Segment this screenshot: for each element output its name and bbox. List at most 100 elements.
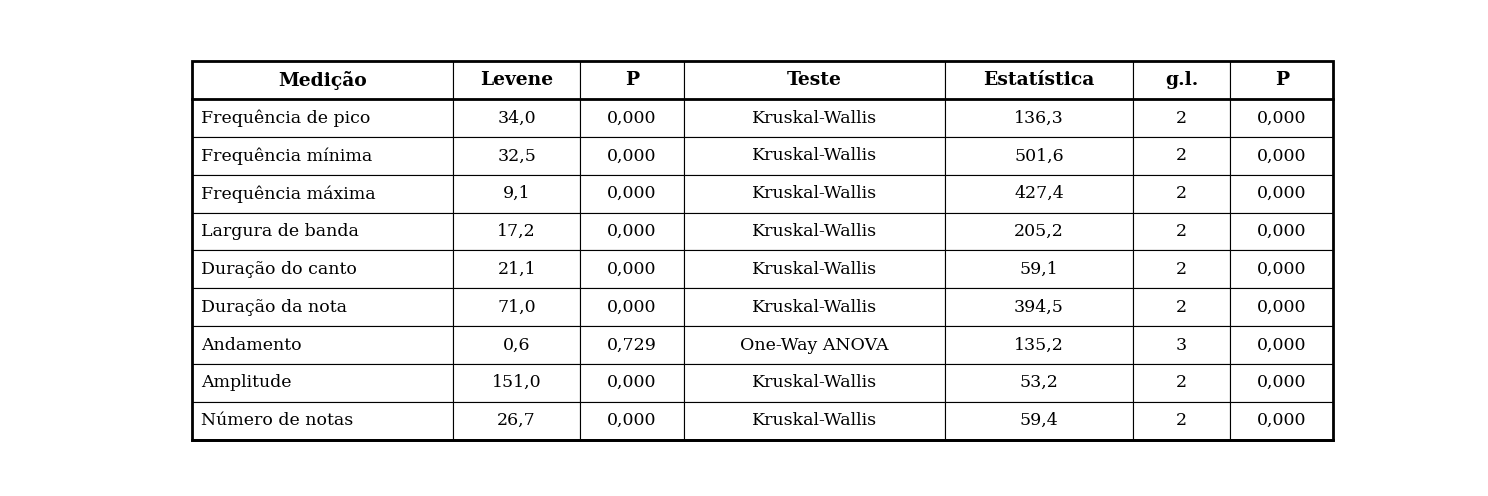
Text: Amplitude: Amplitude bbox=[201, 374, 292, 391]
Text: Kruskal-Wallis: Kruskal-Wallis bbox=[751, 186, 876, 202]
Bar bbox=[945, 137, 1132, 175]
Text: 34,0: 34,0 bbox=[497, 110, 536, 126]
Bar bbox=[452, 62, 580, 99]
Text: 0,6: 0,6 bbox=[503, 336, 530, 354]
Text: 59,4: 59,4 bbox=[1019, 412, 1058, 429]
Text: 2: 2 bbox=[1176, 110, 1187, 126]
Bar bbox=[1132, 99, 1231, 137]
Text: 0,000: 0,000 bbox=[607, 374, 656, 391]
Text: Andamento: Andamento bbox=[201, 336, 302, 354]
Bar bbox=[192, 137, 452, 175]
Bar bbox=[192, 62, 452, 99]
Bar bbox=[580, 250, 683, 288]
Bar bbox=[1231, 213, 1333, 250]
Text: 0,000: 0,000 bbox=[1257, 261, 1306, 278]
Text: 2: 2 bbox=[1176, 147, 1187, 165]
Text: 0,000: 0,000 bbox=[1257, 336, 1306, 354]
Bar bbox=[580, 175, 683, 213]
Bar bbox=[580, 99, 683, 137]
Bar bbox=[580, 62, 683, 99]
Bar bbox=[452, 99, 580, 137]
Text: Levene: Levene bbox=[481, 71, 554, 89]
Text: 0,000: 0,000 bbox=[607, 223, 656, 240]
Text: Duração da nota: Duração da nota bbox=[201, 299, 347, 315]
Bar bbox=[1231, 175, 1333, 213]
Bar bbox=[192, 402, 452, 439]
Text: 17,2: 17,2 bbox=[497, 223, 536, 240]
Text: Duração do canto: Duração do canto bbox=[201, 261, 357, 278]
Bar bbox=[452, 402, 580, 439]
Text: One-Way ANOVA: One-Way ANOVA bbox=[740, 336, 888, 354]
Bar bbox=[1231, 62, 1333, 99]
Bar bbox=[1132, 62, 1231, 99]
Bar bbox=[683, 364, 945, 402]
Text: Kruskal-Wallis: Kruskal-Wallis bbox=[751, 374, 876, 391]
Bar bbox=[1132, 213, 1231, 250]
Text: 0,000: 0,000 bbox=[607, 299, 656, 315]
Text: 21,1: 21,1 bbox=[497, 261, 536, 278]
Bar bbox=[580, 326, 683, 364]
Text: 136,3: 136,3 bbox=[1013, 110, 1064, 126]
Bar bbox=[945, 326, 1132, 364]
Bar bbox=[452, 364, 580, 402]
Text: 394,5: 394,5 bbox=[1013, 299, 1064, 315]
Text: 3: 3 bbox=[1176, 336, 1187, 354]
Bar bbox=[192, 288, 452, 326]
Text: Kruskal-Wallis: Kruskal-Wallis bbox=[751, 147, 876, 165]
Bar bbox=[1132, 364, 1231, 402]
Bar bbox=[945, 402, 1132, 439]
Bar bbox=[192, 250, 452, 288]
Text: 0,000: 0,000 bbox=[607, 186, 656, 202]
Text: 2: 2 bbox=[1176, 186, 1187, 202]
Bar bbox=[945, 99, 1132, 137]
Text: 0,000: 0,000 bbox=[1257, 110, 1306, 126]
Text: 427,4: 427,4 bbox=[1013, 186, 1064, 202]
Bar bbox=[192, 175, 452, 213]
Text: 135,2: 135,2 bbox=[1013, 336, 1064, 354]
Text: 0,000: 0,000 bbox=[1257, 147, 1306, 165]
Bar bbox=[945, 62, 1132, 99]
Bar bbox=[1231, 402, 1333, 439]
Text: Kruskal-Wallis: Kruskal-Wallis bbox=[751, 223, 876, 240]
Bar bbox=[945, 250, 1132, 288]
Bar bbox=[1132, 175, 1231, 213]
Text: 0,000: 0,000 bbox=[1257, 412, 1306, 429]
Bar bbox=[945, 288, 1132, 326]
Bar bbox=[192, 364, 452, 402]
Bar bbox=[452, 213, 580, 250]
Text: P: P bbox=[625, 71, 640, 89]
Text: 71,0: 71,0 bbox=[497, 299, 536, 315]
Bar bbox=[1132, 250, 1231, 288]
Bar bbox=[580, 402, 683, 439]
Text: 501,6: 501,6 bbox=[1015, 147, 1064, 165]
Text: Frequência de pico: Frequência de pico bbox=[201, 110, 371, 127]
Text: Kruskal-Wallis: Kruskal-Wallis bbox=[751, 110, 876, 126]
Text: Frequência mínima: Frequência mínima bbox=[201, 147, 372, 165]
Bar bbox=[683, 213, 945, 250]
Text: 32,5: 32,5 bbox=[497, 147, 536, 165]
Bar bbox=[683, 137, 945, 175]
Bar bbox=[683, 99, 945, 137]
Bar bbox=[1231, 137, 1333, 175]
Bar bbox=[1231, 288, 1333, 326]
Bar bbox=[1231, 364, 1333, 402]
Bar bbox=[452, 288, 580, 326]
Text: 0,000: 0,000 bbox=[1257, 374, 1306, 391]
Text: 53,2: 53,2 bbox=[1019, 374, 1058, 391]
Bar bbox=[683, 326, 945, 364]
Text: Medição: Medição bbox=[278, 71, 366, 90]
Text: 0,729: 0,729 bbox=[607, 336, 658, 354]
Text: 2: 2 bbox=[1176, 374, 1187, 391]
Text: Número de notas: Número de notas bbox=[201, 412, 353, 429]
Bar bbox=[192, 213, 452, 250]
Bar bbox=[683, 62, 945, 99]
Text: Teste: Teste bbox=[787, 71, 842, 89]
Bar bbox=[192, 326, 452, 364]
Bar bbox=[1231, 99, 1333, 137]
Text: Kruskal-Wallis: Kruskal-Wallis bbox=[751, 412, 876, 429]
Text: 0,000: 0,000 bbox=[1257, 223, 1306, 240]
Bar bbox=[452, 250, 580, 288]
Bar bbox=[580, 364, 683, 402]
Text: Kruskal-Wallis: Kruskal-Wallis bbox=[751, 261, 876, 278]
Bar bbox=[1231, 250, 1333, 288]
